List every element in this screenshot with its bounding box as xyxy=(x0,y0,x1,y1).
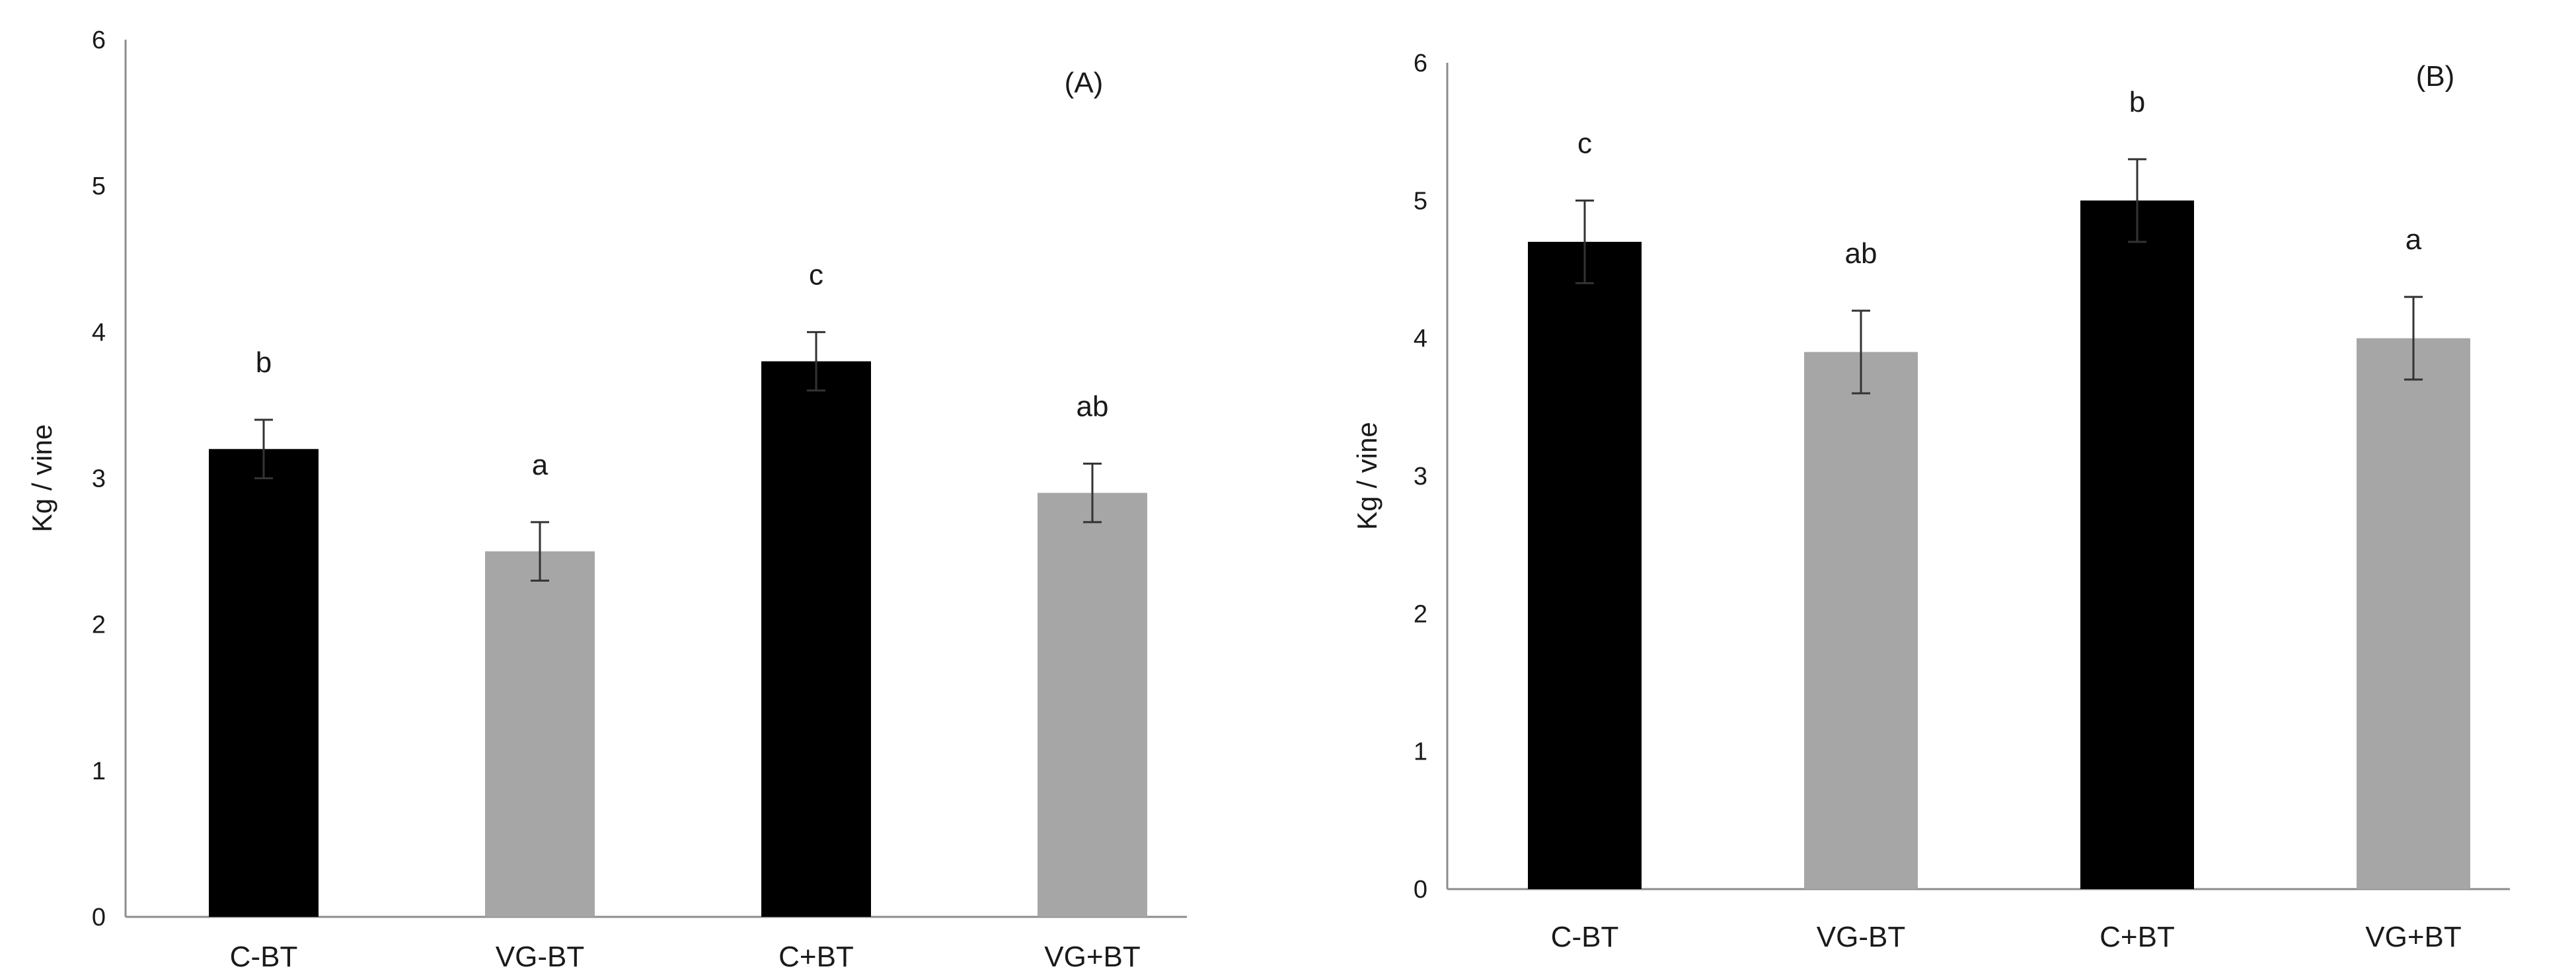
x-tick-label: C+BT xyxy=(2100,921,2175,953)
chart-panel-a: 0 1 2 3 4 5 6 Kg / vine (A) b C-BT a VG-BT c C+BT ab VG+… xyxy=(26,26,1187,973)
y-axis-label: Kg / vine xyxy=(26,424,57,532)
x-tick-label: VG-BT xyxy=(496,941,584,973)
y-tick-label: 4 xyxy=(92,319,106,346)
x-tick-label: VG+BT xyxy=(1044,941,1141,973)
significance-letter: b xyxy=(256,346,272,379)
y-tick-label: 4 xyxy=(1414,325,1427,353)
bar-c-bt xyxy=(2080,200,2194,889)
bar-c-bt xyxy=(1528,241,1642,889)
significance-letter: b xyxy=(2129,86,2145,118)
x-tick-label: C-BT xyxy=(230,941,298,973)
panel-label: (A) xyxy=(1065,67,1104,99)
significance-letter: a xyxy=(532,449,549,481)
bar-c-bt xyxy=(209,449,319,917)
y-tick-label: 3 xyxy=(92,465,106,493)
significance-letter: ab xyxy=(1077,390,1109,422)
bar-vg-bt xyxy=(1804,352,1918,889)
bar-vg-bt xyxy=(2357,338,2470,890)
significance-letter: c xyxy=(809,258,823,291)
bar-vg-bt xyxy=(485,551,595,917)
x-tick-label: VG+BT xyxy=(2365,921,2462,953)
y-tick-label: 0 xyxy=(92,904,106,931)
y-tick-label: 6 xyxy=(92,26,106,54)
panel-label: (B) xyxy=(2416,60,2455,93)
y-tick-label: 2 xyxy=(1414,600,1427,628)
significance-letter: a xyxy=(2406,223,2422,256)
y-tick-label: 6 xyxy=(1414,50,1427,77)
significance-letter: ab xyxy=(1845,237,1877,270)
x-tick-label: C-BT xyxy=(1551,921,1619,953)
chart-panel-b: 0 1 2 3 4 5 6 Kg / vine (B) c C-BT ab VG-BT b C+BT a VG+… xyxy=(1351,50,2510,953)
y-tick-label: 3 xyxy=(1414,463,1427,490)
x-tick-label: C+BT xyxy=(778,941,854,973)
x-tick-label: VG-BT xyxy=(1817,921,1905,953)
y-axis-label: Kg / vine xyxy=(1351,422,1383,529)
y-tick-label: 5 xyxy=(1414,187,1427,215)
y-tick-label: 2 xyxy=(92,611,106,639)
y-tick-label: 1 xyxy=(1414,738,1427,766)
significance-letter: c xyxy=(1577,127,1592,159)
y-tick-label: 0 xyxy=(1414,876,1427,904)
bar-c-bt xyxy=(761,361,871,917)
bar-vg-bt xyxy=(1038,492,1147,917)
y-tick-label: 5 xyxy=(92,173,106,200)
y-tick-label: 1 xyxy=(92,758,106,785)
